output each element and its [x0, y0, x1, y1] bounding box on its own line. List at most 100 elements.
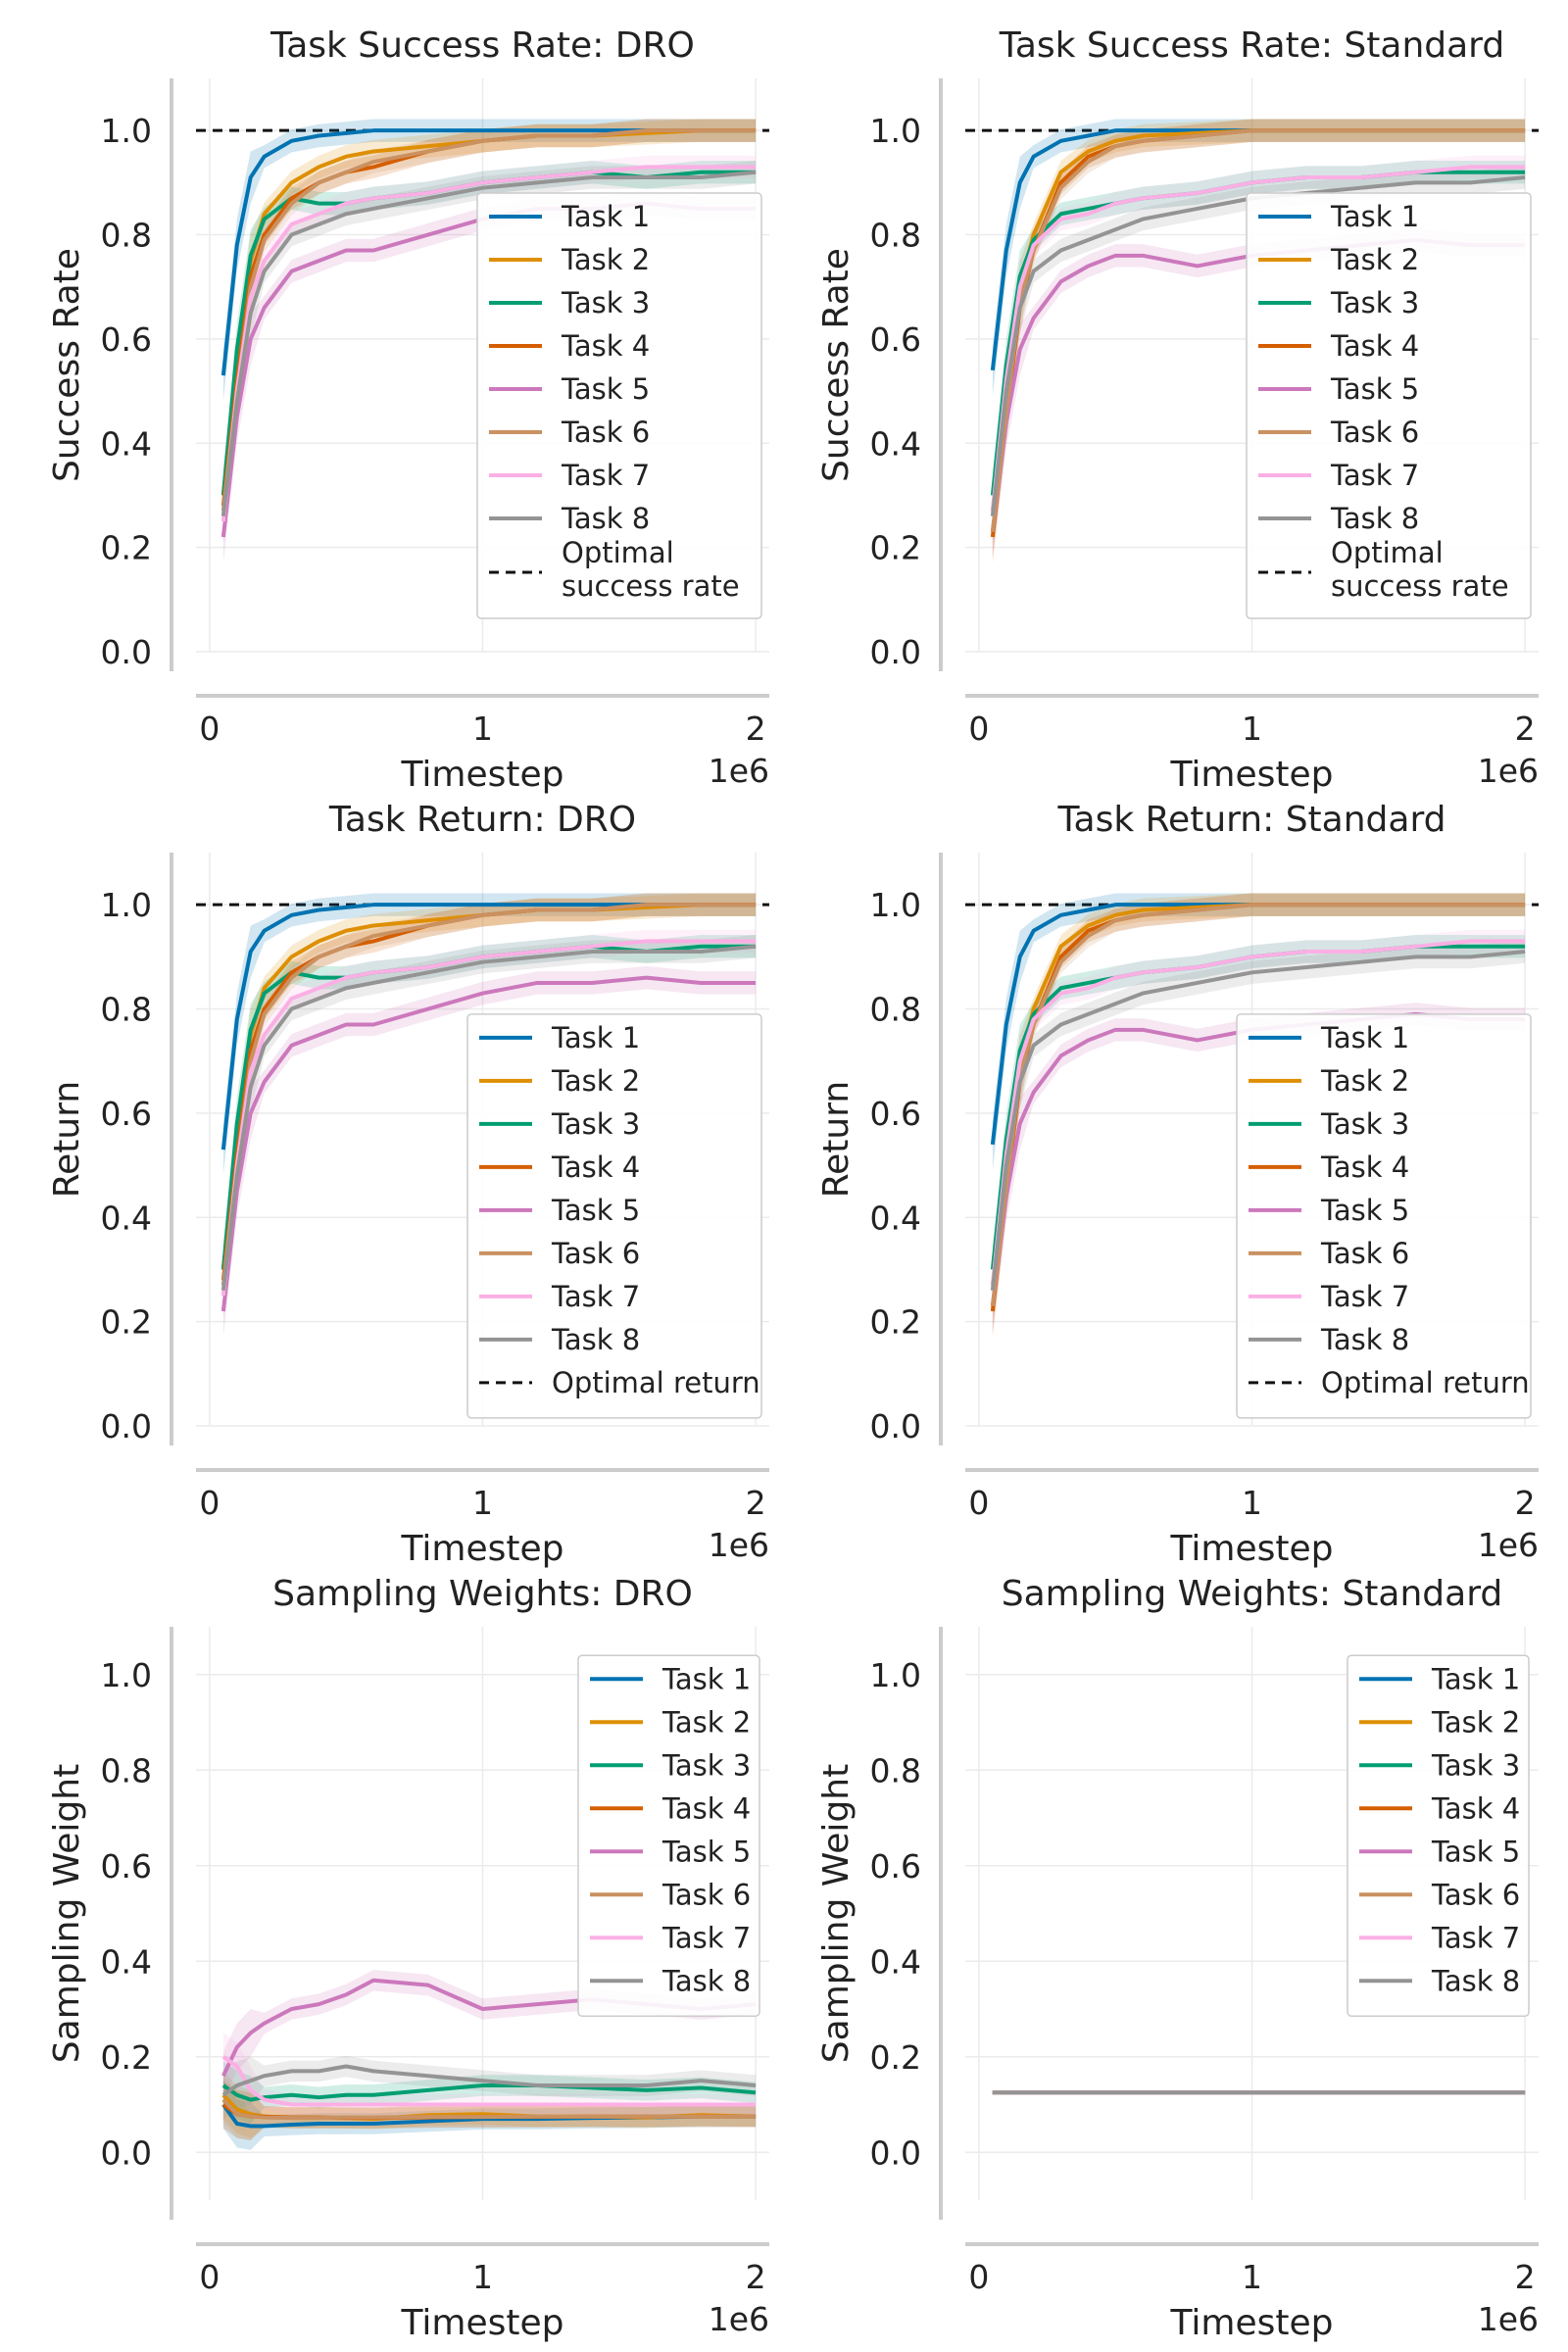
legend-label: Task 7 [1330, 459, 1419, 492]
x-tick-label: 0 [199, 2258, 220, 2296]
series-line [221, 2055, 757, 2107]
legend-label: Task 6 [1431, 1878, 1520, 1911]
y-tick-label: 0.6 [870, 320, 921, 359]
y-tick-label: 0.6 [870, 1095, 921, 1133]
legend-label: Task 7 [561, 459, 650, 492]
chart-title: Task Success Rate: Standard [999, 25, 1504, 66]
y-axis-label: Return [47, 1081, 87, 1198]
x-tick-label: 0 [968, 1484, 989, 1522]
legend-label: Optimal success rate [1331, 536, 1509, 603]
y-tick-label: 0.6 [101, 1847, 152, 1886]
x-offset-label: 1e6 [709, 2300, 769, 2338]
series-line [221, 2083, 757, 2102]
legend-label: Task 7 [1431, 1921, 1520, 1954]
x-tick-label: 2 [1515, 710, 1536, 748]
y-tick-label: 0.0 [101, 633, 152, 671]
legend-box [1347, 1654, 1530, 2017]
chart-panel-1: Task Success Rate: DRO 0.0 0.2 0.4 0.6 0.8 1.0… [47, 25, 769, 795]
x-tick-label: 0 [199, 1484, 220, 1522]
legend-label: Task 3 [1431, 1748, 1520, 1782]
x-offset-label: 1e6 [1478, 1526, 1539, 1564]
x-tick-label: 2 [746, 710, 766, 748]
y-tick-label: 0.8 [870, 217, 921, 255]
legend-label: Optimal success rate [562, 536, 740, 603]
x-axis-label: Timestep [1170, 2303, 1334, 2343]
y-tick-label: 0.8 [870, 1751, 921, 1789]
series-line [221, 2064, 757, 2097]
series-line [220, 165, 757, 522]
y-tick-label: 0.4 [101, 1942, 152, 1981]
y-tick-label: 1.0 [101, 886, 152, 924]
legend-label: Task 8 [561, 502, 650, 535]
legend-label: Task 3 [551, 1107, 640, 1141]
legend-label: Task 5 [1330, 372, 1419, 406]
legend-label: Task 7 [1320, 1280, 1409, 1313]
legend-label: Task 2 [551, 1064, 640, 1098]
x-offset-label: 1e6 [1478, 752, 1539, 790]
x-tick-label: 2 [746, 2258, 766, 2296]
chart-panel-5: Sampling Weights: DRO 0.0 0.2 0.4 0.6 0.8 1.0 0… [47, 1574, 769, 2343]
y-tick-label: 0.0 [870, 633, 921, 671]
chart-panel-4: Task Return: Standard 0.0 0.2 0.4 0.6 0.8 1.0 0… [816, 800, 1539, 1569]
legend-label: Task 8 [1320, 1323, 1409, 1356]
legend-label: Task 7 [662, 1921, 751, 1954]
y-tick-label: 0.4 [870, 424, 921, 463]
legend-label: Task 2 [1330, 243, 1419, 276]
chart-title: Task Return: DRO [328, 800, 636, 840]
x-tick-label: 1 [472, 710, 493, 748]
legend-label: Task 8 [1330, 502, 1419, 535]
y-tick-label: 0.0 [101, 1407, 152, 1446]
legend-label: Task 2 [561, 243, 650, 276]
legend-label-line: Optimal [1331, 536, 1444, 569]
legend-box [577, 1654, 760, 2017]
series-line [990, 165, 1526, 512]
series-band [992, 893, 1526, 1171]
y-tick-label: 0.4 [101, 1199, 152, 1237]
x-tick-label: 1 [1242, 2258, 1262, 2296]
series-band [992, 119, 1526, 397]
chart-title: Task Success Rate: DRO [270, 25, 695, 66]
y-tick-label: 1.0 [101, 1656, 152, 1694]
legend-label: Task 4 [1320, 1151, 1409, 1184]
legend-label: Task 2 [1431, 1705, 1520, 1739]
series-line [220, 939, 757, 1297]
legend-box [476, 192, 762, 619]
legend-label: Task 1 [1431, 1662, 1520, 1695]
legend-label: Task 6 [662, 1878, 751, 1911]
legend-label: Task 4 [1431, 1791, 1520, 1825]
y-axis-label: Success Rate [47, 248, 87, 482]
legend-label: Optimal return [552, 1366, 760, 1399]
legend-label-line: Optimal [562, 536, 674, 569]
legend-box [1246, 192, 1532, 619]
legend-label: Task 8 [551, 1323, 640, 1356]
legend-label: Task 4 [662, 1791, 751, 1825]
chart-panel-2: Task Success Rate: Standard 0.0 0.2 0.4 0.6 0… [816, 25, 1539, 795]
series-line [990, 903, 1526, 1306]
y-tick-label: 0.8 [101, 217, 152, 255]
legend-label: Task 5 [662, 1835, 751, 1868]
legend-label: Task 2 [1320, 1064, 1409, 1098]
y-axis-label: Sampling Weight [816, 1764, 857, 2063]
chart-title: Sampling Weights: DRO [272, 1574, 693, 1614]
legend-label: Task 7 [551, 1280, 640, 1313]
legend-label: Optimal return [1321, 1366, 1530, 1399]
legend-label: Task 1 [561, 200, 650, 233]
legend-label: Task 8 [1431, 1964, 1520, 1997]
legend-label: Task 4 [1330, 329, 1419, 363]
chart-panel-3: Task Return: DRO 0.0 0.2 0.4 0.6 0.8 1.0 0 1 2 1e6… [47, 800, 769, 1569]
legend-label-line: success rate [1331, 569, 1509, 603]
y-tick-label: 0.2 [870, 1303, 921, 1342]
series-line [990, 128, 1526, 532]
legend-label: Task 1 [1320, 1021, 1409, 1054]
y-tick-label: 0.4 [870, 1942, 921, 1981]
legend-label: Task 8 [662, 1964, 751, 1997]
y-tick-label: 1.0 [870, 1656, 921, 1694]
legend-label: Task 4 [551, 1151, 640, 1184]
legend-label: Task 6 [551, 1237, 640, 1270]
legend-label-line: success rate [562, 569, 740, 603]
y-tick-label: 1.0 [870, 886, 921, 924]
series-line [990, 939, 1526, 1286]
series-line [220, 975, 757, 1312]
legend-label: Task 5 [551, 1194, 640, 1227]
x-axis-label: Timestep [401, 2303, 564, 2343]
